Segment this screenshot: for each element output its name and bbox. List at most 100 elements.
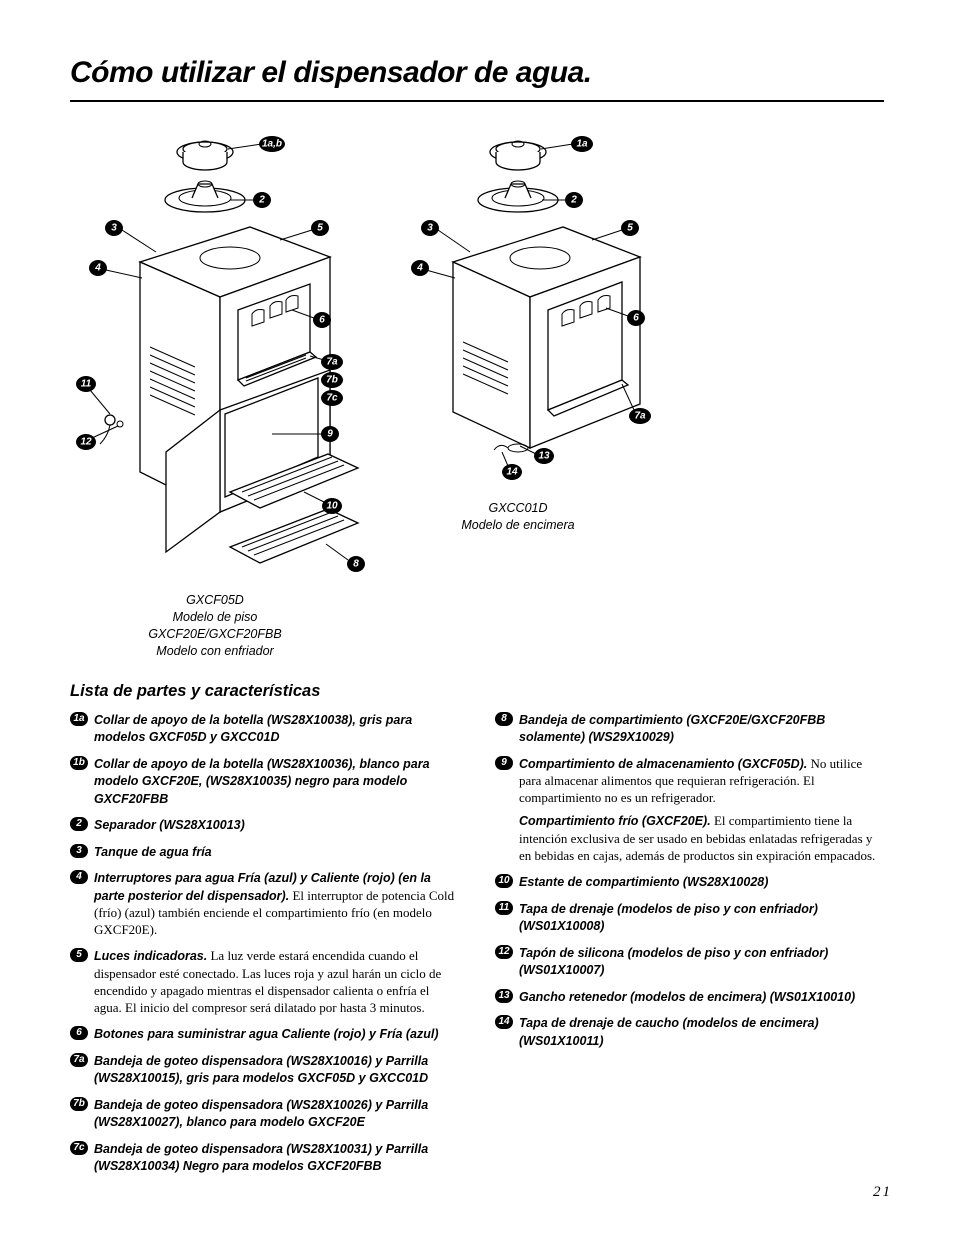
list-item-badge: 11 <box>495 901 513 915</box>
list-item-lead: Collar de apoyo de la botella (WS28X1003… <box>94 713 412 745</box>
list-item: 6 Botones para suministrar agua Caliente … <box>70 1025 459 1043</box>
list-item-lead: Bandeja de goteo dispensadora (WS28X1001… <box>94 1054 428 1086</box>
parts-list-columns: 1a Collar de apoyo de la botella (WS28X10… <box>70 711 884 1184</box>
list-item-body: Bandeja de goteo dispensadora (WS28X1003… <box>94 1140 459 1175</box>
svg-text:7a: 7a <box>634 411 646 422</box>
list-item: 1a Collar de apoyo de la botella (WS28X10… <box>70 711 459 746</box>
list-item-badge: 8 <box>495 712 513 726</box>
svg-text:3: 3 <box>111 223 117 234</box>
list-item-body: Collar de apoyo de la botella (WS28X1003… <box>94 755 459 808</box>
svg-text:6: 6 <box>633 313 639 324</box>
svg-text:10: 10 <box>326 501 338 512</box>
list-item-badge: 5 <box>70 948 88 962</box>
list-item-body: Tanque de agua fría <box>94 843 459 861</box>
svg-text:1a: 1a <box>576 139 588 150</box>
list-item-lead: Botones para suministrar agua Caliente (… <box>94 1027 439 1041</box>
parts-list-heading: Lista de partes y características <box>70 682 884 701</box>
list-item-badge: 2 <box>70 817 88 831</box>
list-item: 5Luces indicadoras. La luz verde estará … <box>70 947 459 1016</box>
svg-text:1a,b: 1a,b <box>262 139 282 150</box>
list-item-lead: Tapa de drenaje (modelos de piso y con e… <box>519 902 818 934</box>
list-item-body: Tapa de drenaje (modelos de piso y con e… <box>519 900 884 935</box>
list-item-badge: 3 <box>70 844 88 858</box>
svg-text:9: 9 <box>327 429 333 440</box>
svg-text:8: 8 <box>353 559 359 570</box>
list-item: 3 Tanque de agua fría <box>70 843 459 861</box>
list-item: 8 Bandeja de compartimiento (GXCF20E/GXCF… <box>495 711 884 746</box>
list-item-badge: 1b <box>70 756 88 770</box>
svg-text:4: 4 <box>416 263 423 274</box>
page-number: 21 <box>873 1184 892 1201</box>
parts-list-column-left: 1a Collar de apoyo de la botella (WS28X10… <box>70 711 459 1184</box>
svg-text:6: 6 <box>319 315 325 326</box>
list-item-body: Interruptores para agua Fría (azul) y Ca… <box>94 869 459 938</box>
list-item-body: Botones para suministrar agua Caliente (… <box>94 1025 459 1043</box>
floor-model-line3: Modelo con enfriador <box>156 644 273 658</box>
list-item-badge: 7c <box>70 1141 88 1155</box>
svg-text:5: 5 <box>317 223 323 234</box>
floor-model-code: GXCF05D <box>186 593 244 607</box>
list-item-lead: Collar de apoyo de la botella (WS28X1003… <box>94 757 430 806</box>
list-item-badge: 4 <box>70 870 88 884</box>
list-item-badge: 6 <box>70 1026 88 1040</box>
counter-model-line1: Modelo de encimera <box>461 518 574 532</box>
list-item-badge: 1a <box>70 712 88 726</box>
svg-text:13: 13 <box>538 451 550 462</box>
list-item: 2 Separador (WS28X10013) <box>70 816 459 834</box>
list-item: 7a Bandeja de goteo dispensadora (WS28X10… <box>70 1052 459 1087</box>
list-item-badge: 13 <box>495 989 513 1003</box>
list-item-body: Tapa de drenaje de caucho (modelos de en… <box>519 1014 884 1049</box>
svg-text:12: 12 <box>80 437 92 448</box>
list-item: 14 Tapa de drenaje de caucho (modelos de … <box>495 1014 884 1049</box>
diagram-row: 1a,b 2 3 5 4 6 7a 7b 7c 9 11 <box>70 122 884 660</box>
list-item-badge: 7a <box>70 1053 88 1067</box>
floor-model-line1: Modelo de piso <box>173 610 258 624</box>
list-item-lead: Tapa de drenaje de caucho (modelos de en… <box>519 1016 819 1048</box>
list-item: 7b Bandeja de goteo dispensadora (WS28X10… <box>70 1096 459 1131</box>
list-item-lead: Separador (WS28X10013) <box>94 818 245 832</box>
list-item-lead: Estante de compartimiento (WS28X10028) <box>519 875 768 889</box>
list-item-body: Bandeja de goteo dispensadora (WS28X1002… <box>94 1096 459 1131</box>
list-item-body: Tapón de silicona (modelos de piso y con… <box>519 944 884 979</box>
list-item: 9 Compartimiento de almacenamiento (GXCF0… <box>495 755 884 865</box>
floor-model-caption: GXCF05D Modelo de piso GXCF20E/GXCF20FBB… <box>75 592 355 660</box>
list-item-body: Separador (WS28X10013) <box>94 816 459 834</box>
svg-text:4: 4 <box>94 263 101 274</box>
counter-model-caption: GXCC01D Modelo de encimera <box>408 500 628 534</box>
list-item-body: Bandeja de goteo dispensadora (WS28X1001… <box>94 1052 459 1087</box>
list-item: 4 Interruptores para agua Fría (azul) y C… <box>70 869 459 938</box>
list-item-badge: 10 <box>495 874 513 888</box>
list-item-lead: Luces indicadoras. <box>94 949 207 963</box>
svg-text:14: 14 <box>506 467 518 478</box>
svg-text:7a: 7a <box>326 357 338 368</box>
list-item-body: Gancho retenedor (modelos de encimera) (… <box>519 988 884 1006</box>
list-item: 13 Gancho retenedor (modelos de encimera)… <box>495 988 884 1006</box>
counter-model-diagram: 1a 2 3 5 4 6 7a 13 14 GXCC01D <box>408 122 658 660</box>
list-item: 7c Bandeja de goteo dispensadora (WS28X10… <box>70 1140 459 1175</box>
list-item-body: Estante de compartimiento (WS28X10028) <box>519 873 884 891</box>
list-item-lead: Compartimiento de almacenamiento (GXCF05… <box>519 757 807 771</box>
list-item-lead: Gancho retenedor (modelos de encimera) (… <box>519 990 855 1004</box>
list-item-sublead: Compartimiento frío (GXCF20E). <box>519 814 711 828</box>
list-item-body: Compartimiento de almacenamiento (GXCF05… <box>519 755 884 865</box>
list-item: 11 Tapa de drenaje (modelos de piso y con… <box>495 900 884 935</box>
list-item-badge: 14 <box>495 1015 513 1029</box>
list-item-badge: 7b <box>70 1097 88 1111</box>
parts-list-column-right: 8 Bandeja de compartimiento (GXCF20E/GXCF… <box>495 711 884 1184</box>
counter-model-code: GXCC01D <box>488 501 547 515</box>
list-item: 1b Collar de apoyo de la botella (WS28X10… <box>70 755 459 808</box>
svg-text:2: 2 <box>570 195 577 206</box>
svg-text:5: 5 <box>627 223 633 234</box>
svg-text:2: 2 <box>258 195 265 206</box>
list-item-lead: Bandeja de goteo dispensadora (WS28X1002… <box>94 1098 428 1130</box>
floor-model-diagram: 1a,b 2 3 5 4 6 7a 7b 7c 9 11 <box>70 122 370 660</box>
list-item: 10 Estante de compartimiento (WS28X10028) <box>495 873 884 891</box>
list-item-badge: 12 <box>495 945 513 959</box>
list-item-body: Collar de apoyo de la botella (WS28X1003… <box>94 711 459 746</box>
list-item-lead: Bandeja de compartimiento (GXCF20E/GXCF2… <box>519 713 825 745</box>
list-item-lead: Bandeja de goteo dispensadora (WS28X1003… <box>94 1142 428 1174</box>
list-item-body: Bandeja de compartimiento (GXCF20E/GXCF2… <box>519 711 884 746</box>
list-item-badge: 9 <box>495 756 513 770</box>
page-title: Cómo utilizar el dispensador de agua. <box>70 56 884 102</box>
list-item-subpara: Compartimiento frío (GXCF20E). El compar… <box>519 812 884 864</box>
